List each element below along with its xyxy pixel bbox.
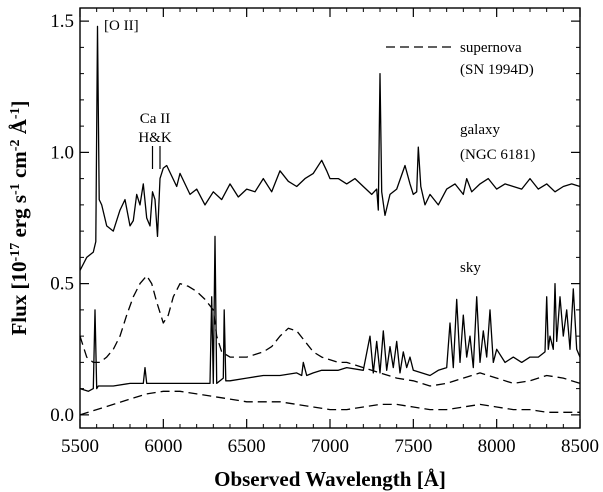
legend-label: supernova xyxy=(460,40,522,56)
tick-labels: 5500 6000 6500 7000 7500 8000 8500 0.0 0.5 1.0 1.5 xyxy=(50,11,599,457)
y-tick-label: 1.5 xyxy=(50,11,74,32)
x-tick-label: 5500 xyxy=(61,436,99,457)
hk-annotation: H&K xyxy=(138,130,172,146)
axis-ticks xyxy=(79,8,581,428)
oii-annotation: [O II] xyxy=(104,18,139,34)
x-tick-label: 7000 xyxy=(311,436,349,457)
y-tick-label: 0.0 xyxy=(50,405,74,426)
series-line-unlabeled-3 xyxy=(79,390,580,416)
x-tick-label: 6000 xyxy=(144,436,182,457)
x-tick-label: 6500 xyxy=(228,436,266,457)
y-axis-label: Flux [10-17 erg s-1 cm-2 Å-1] xyxy=(7,100,31,335)
legend-label-2: (SN 1994D) xyxy=(460,62,534,78)
x-tick-label: 8500 xyxy=(561,436,599,457)
series-line-galaxy xyxy=(79,25,581,271)
sky-annotation: sky xyxy=(460,260,481,276)
y-tick-label: 1.0 xyxy=(50,142,74,163)
series-line-sky xyxy=(79,235,581,392)
plot-series xyxy=(79,25,581,416)
y-tick-label: 0.5 xyxy=(50,274,74,295)
series-line-supernova xyxy=(79,275,581,387)
x-tick-label: 8000 xyxy=(478,436,516,457)
x-tick-label: 7500 xyxy=(394,436,432,457)
caii-annotation: Ca II xyxy=(140,111,170,127)
caii-line-marks xyxy=(151,146,161,169)
galaxy-id-annotation: (NGC 6181) xyxy=(460,147,535,163)
galaxy-annotation: galaxy xyxy=(460,122,500,138)
x-axis-label: Observed Wavelength [Å] xyxy=(214,467,446,491)
